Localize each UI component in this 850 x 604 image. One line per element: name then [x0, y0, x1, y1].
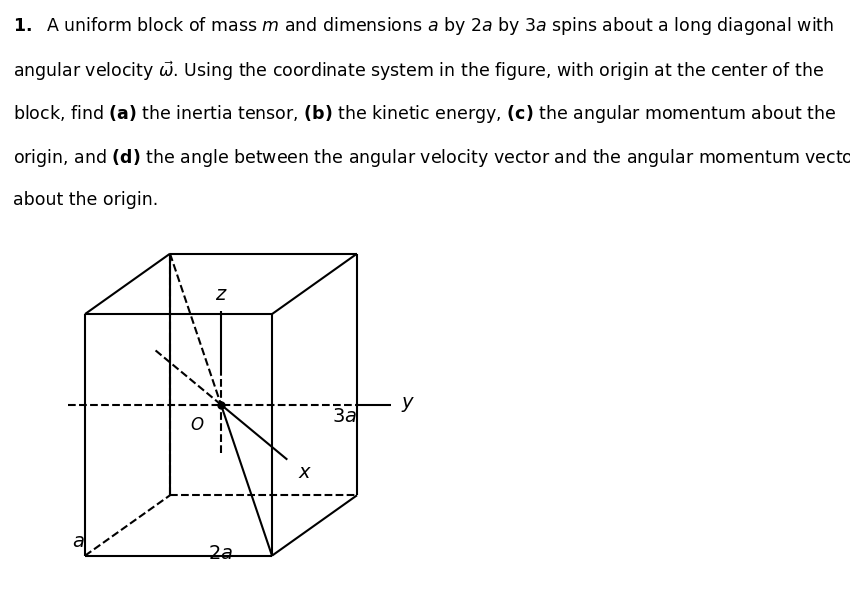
Text: $x$: $x$	[298, 463, 312, 481]
Text: $3a$: $3a$	[332, 407, 357, 426]
Text: $a$: $a$	[72, 532, 85, 551]
Text: $2a$: $2a$	[208, 544, 234, 562]
Text: $z$: $z$	[215, 285, 227, 304]
Text: origin, and $\mathbf{(d)}$ the angle between the angular velocity vector and the: origin, and $\mathbf{(d)}$ the angle bet…	[13, 147, 850, 169]
Text: $y$: $y$	[401, 395, 416, 414]
Text: $O$: $O$	[190, 416, 204, 434]
Text: block, find $\mathbf{(a)}$ the inertia tensor, $\mathbf{(b)}$ the kinetic energy: block, find $\mathbf{(a)}$ the inertia t…	[13, 103, 836, 125]
Text: angular velocity $\vec{\omega}$. Using the coordinate system in the figure, with: angular velocity $\vec{\omega}$. Using t…	[13, 59, 824, 83]
Text: about the origin.: about the origin.	[13, 191, 158, 210]
Text: $\mathbf{1.}$  A uniform block of mass $m$ and dimensions $a$ by $2a$ by $3a$ sp: $\mathbf{1.}$ A uniform block of mass $m…	[13, 15, 834, 37]
